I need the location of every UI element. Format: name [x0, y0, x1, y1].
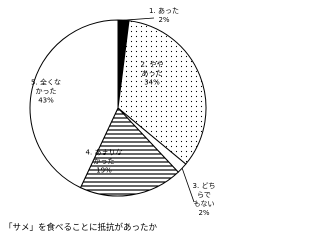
category-label: 3. どちらで もない — [192, 182, 216, 208]
slice-label: 2. やや あった 34% — [141, 61, 164, 88]
slice-label: 4. あまりな かった 19% — [86, 149, 123, 176]
slice-label: 1. あった 2% — [149, 7, 179, 25]
value-label: 2% — [158, 16, 170, 24]
slice-label: 3. どちらで もない 2% — [191, 182, 217, 218]
chart: 「サメ」を食べることに抵抗があったか 1. あった 2% 2. やや あった 34% 3… — [4, 7, 217, 233]
category-label: 2. やや あった — [140, 60, 164, 78]
value-label: 43% — [38, 96, 54, 105]
value-label: 19% — [96, 166, 112, 175]
value-label: 34% — [144, 78, 160, 87]
category-label: 5. 全くな かった — [31, 78, 61, 96]
chart-title: 「サメ」を食べることに抵抗があったか — [4, 223, 158, 233]
pie-slice — [117, 20, 207, 165]
pie-slice — [79, 107, 179, 197]
category-label: 1. あった — [149, 7, 179, 15]
category-label: 4. あまりな かった — [85, 148, 123, 166]
leader-line — [123, 17, 155, 21]
pie-plot — [29, 17, 207, 203]
pie-slice — [29, 19, 119, 189]
leader-line — [181, 168, 195, 203]
value-label: 2% — [198, 209, 210, 217]
slice-label: 5. 全くな かった 43% — [31, 79, 61, 106]
